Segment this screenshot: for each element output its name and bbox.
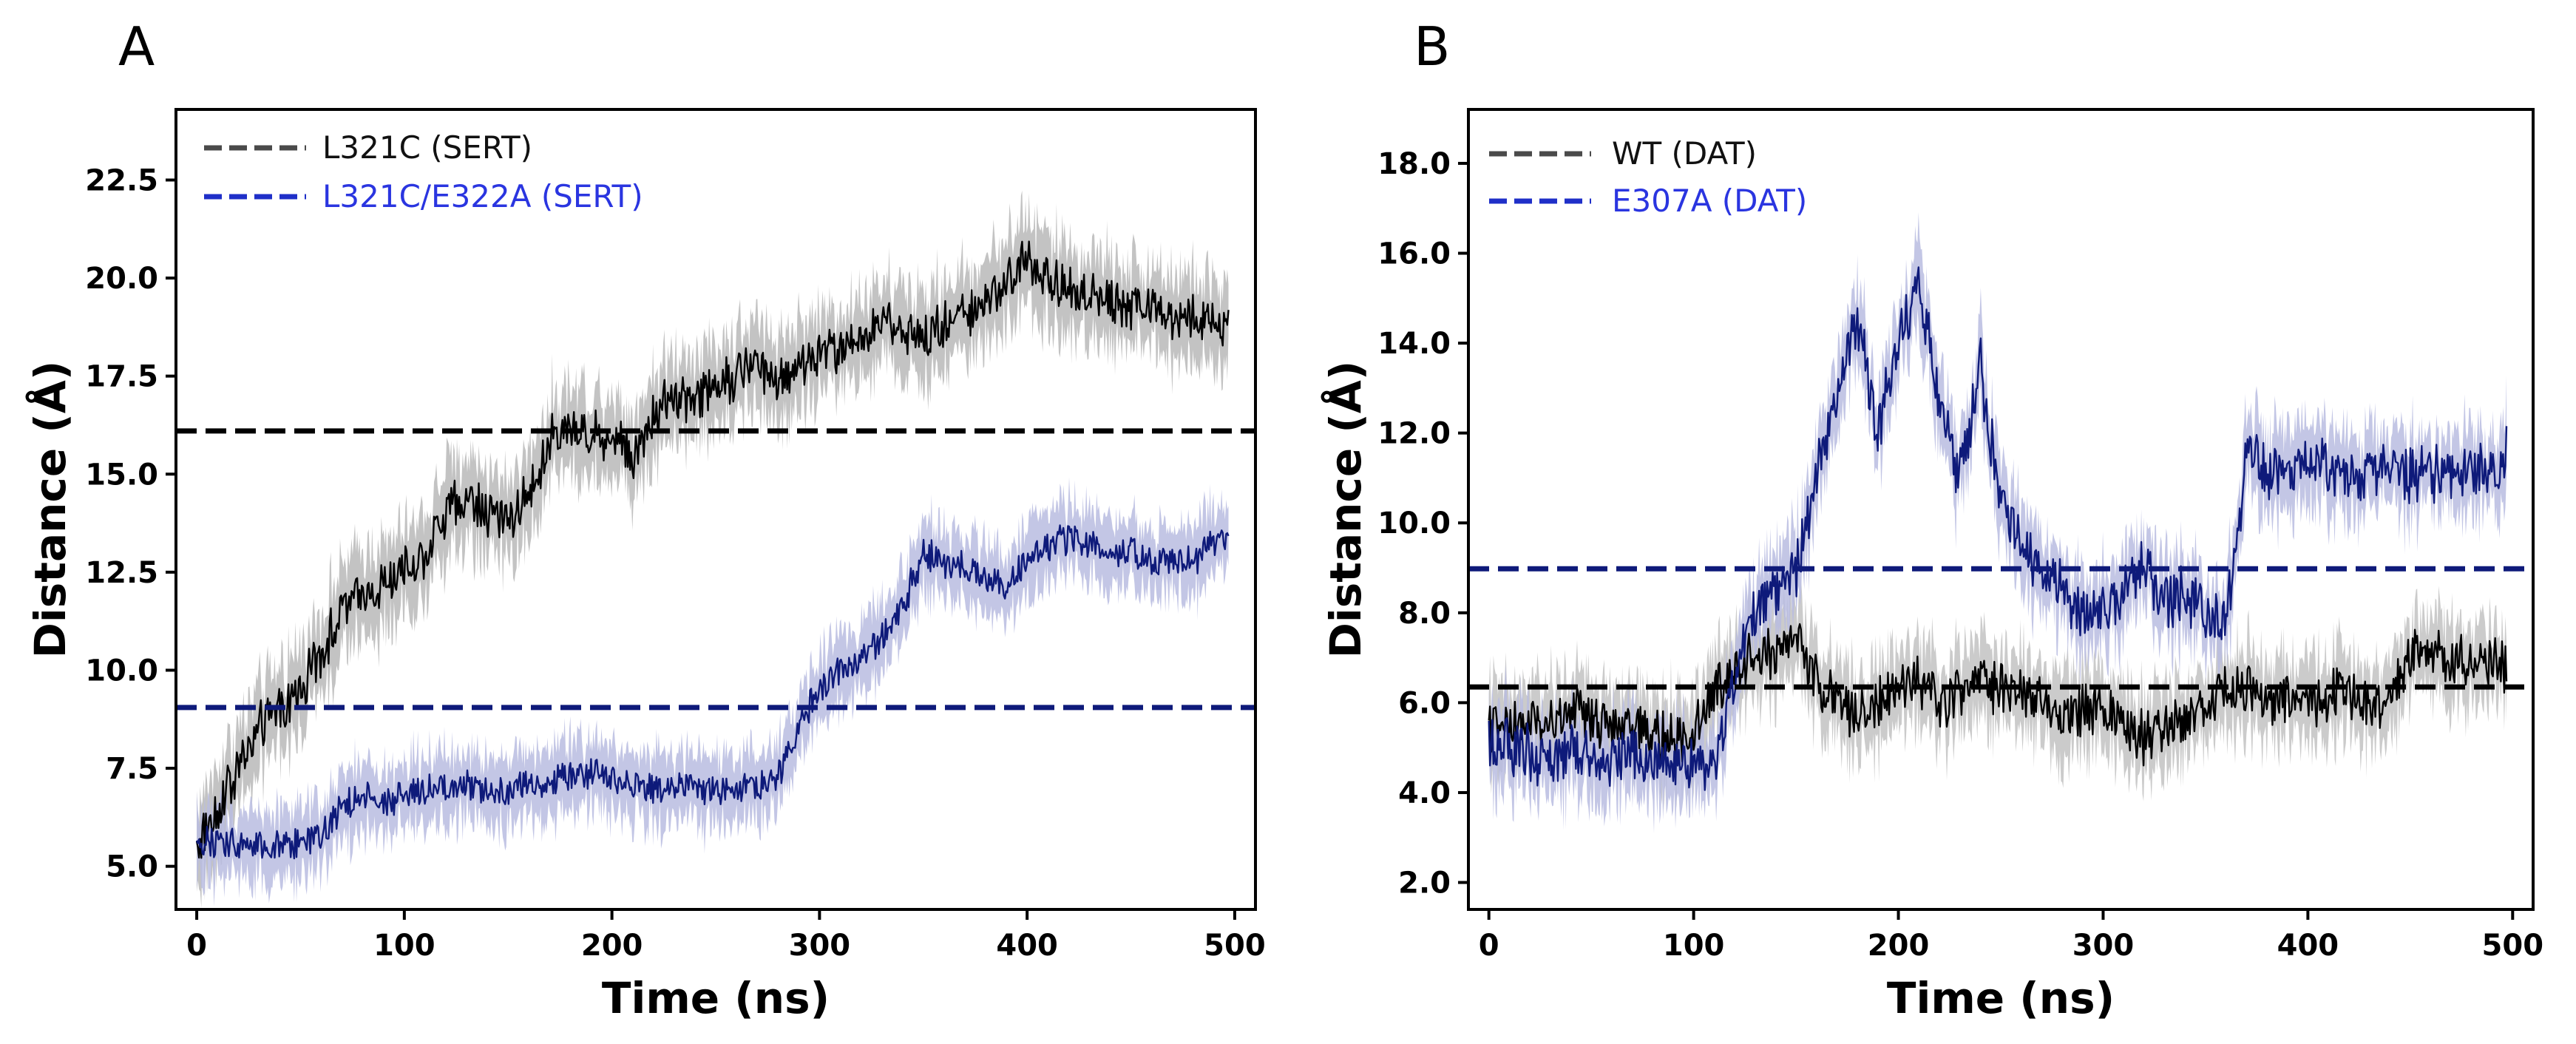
panel-b-legend-label-0: WT (DAT) [1612, 135, 1757, 172]
panel-a-ylabel: Distance (Å) [24, 361, 75, 659]
panel-b-xtick-label-5: 500 [2482, 929, 2544, 963]
panel-b: B 0 100 200 300 400 500 2.0 4.0 6.0 8.0 10.0 12.0 14… [1320, 16, 2543, 1023]
panel-b-ytick-label-3: 8.0 [1398, 597, 1451, 631]
panel-b-legend: WT (DAT) E307A (DAT) [1489, 135, 1807, 219]
panel-b-ytick-label-8: 18.0 [1377, 147, 1451, 181]
panel-a-ytick-label-7: 22.5 [85, 163, 158, 197]
panel-b-frame [1467, 108, 2535, 911]
panel-a-xtick-label-0: 0 [186, 929, 207, 963]
panel-b-ytick-label-5: 12.0 [1377, 417, 1451, 451]
panel-b-ylabel: Distance (Å) [1320, 361, 1371, 659]
panel-a-plot [176, 190, 1255, 908]
panel-a-ytick-label-4: 15.0 [85, 458, 158, 492]
panel-b-traces [1488, 212, 2508, 833]
panel-b-plot [1468, 212, 2533, 833]
panel-a-ytick-label-0: 5.0 [106, 850, 158, 884]
panel-a-xtick-label-4: 400 [996, 929, 1058, 963]
panel-a: A 0 100 200 300 400 500 5.0 7.5 10.0 12.5 15.0 17.5… [24, 16, 1266, 1023]
panel-a-ytick-label-3: 12.5 [85, 556, 158, 590]
panel-a-ytick-label-5: 17.5 [85, 360, 158, 394]
panel-a-traces [195, 190, 1230, 908]
panel-b-legend-label-1: E307A (DAT) [1612, 183, 1807, 219]
panel-b-xlabel: Time (ns) [1887, 973, 2115, 1023]
panel-a-band-1 [197, 477, 1229, 906]
panel-b-ytick-label-2: 6.0 [1398, 686, 1451, 720]
panel-b-series-1 [1488, 266, 2508, 791]
panel-b-ytick-label-6: 14.0 [1377, 327, 1451, 361]
panel-a-xlabel: Time (ns) [602, 973, 830, 1023]
panel-a-xtick-label-5: 500 [1204, 929, 1266, 963]
panel-b-ytick-label-7: 16.0 [1377, 237, 1451, 271]
panel-b-series-0 [1488, 623, 2508, 767]
panel-b-band-1 [1488, 212, 2506, 833]
panel-a-ytick-label-2: 10.0 [85, 654, 158, 688]
panel-a-xtick-label-1: 100 [373, 929, 435, 963]
panel-a-ticks: 0 100 200 300 400 500 5.0 7.5 10.0 12.5 15.0 17.5 20… [85, 163, 1265, 963]
panel-b-xtick-label-0: 0 [1479, 929, 1499, 963]
panel-b-xtick-label-2: 200 [1868, 929, 1930, 963]
panel-b-ticks: 0 100 200 300 400 500 2.0 4.0 6.0 8.0 10.0 12.0 14.0… [1377, 147, 2543, 963]
panel-a-letter: A [118, 16, 155, 78]
panel-a-ytick-label-6: 20.0 [85, 262, 158, 296]
panel-a-ytick-label-1: 7.5 [106, 752, 158, 786]
panel-b-xtick-label-1: 100 [1663, 929, 1725, 963]
panel-a-xtick-label-3: 300 [789, 929, 851, 963]
panel-a-legend-label-0: L321C (SERT) [322, 129, 532, 166]
panel-a-band-0 [197, 190, 1229, 908]
panel-b-letter: B [1414, 16, 1450, 78]
panel-a-series-0 [195, 240, 1230, 859]
panel-a-legend: L321C (SERT) L321C/E322A (SERT) [204, 129, 643, 214]
panel-a-series-1 [195, 524, 1230, 860]
panel-b-xtick-label-4: 400 [2277, 929, 2339, 963]
panel-b-ytick-label-1: 4.0 [1398, 776, 1451, 810]
panel-a-xtick-label-2: 200 [581, 929, 643, 963]
panel-a-legend-label-1: L321C/E322A (SERT) [322, 178, 643, 214]
panel-a-frame [174, 108, 1257, 911]
panel-b-xtick-label-3: 300 [2072, 929, 2135, 963]
panel-b-ytick-label-4: 10.0 [1377, 506, 1451, 540]
panel-b-ytick-label-0: 2.0 [1398, 867, 1451, 901]
